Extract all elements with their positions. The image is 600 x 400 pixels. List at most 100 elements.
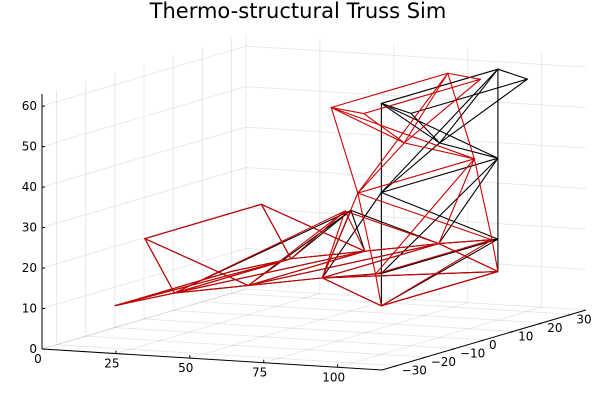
y-tick-label: −10 <box>460 347 485 361</box>
truss-member <box>363 78 481 115</box>
y-grid-line-floor <box>173 310 514 332</box>
tick-layer: 0 25 50 75 100 −30 −20 −10 0 10 20 30 0 10 20 30 40 50 60 <box>22 99 592 384</box>
y-grid-line-floor <box>114 327 455 349</box>
truss-member <box>380 102 412 114</box>
truss-member <box>364 243 440 252</box>
truss-member <box>330 72 449 109</box>
z-tick-label: 10 <box>22 302 37 316</box>
y-grid-line-floor <box>143 318 485 341</box>
y-grid-line-floor <box>231 292 572 315</box>
y-tick-label: 30 <box>576 312 591 326</box>
truss-member <box>330 106 475 160</box>
x-grid-line-floor <box>41 288 247 350</box>
truss-member <box>491 239 499 273</box>
truss-member <box>380 102 499 159</box>
truss-member <box>439 68 499 144</box>
truss-member <box>321 210 346 279</box>
truss-member <box>439 142 499 159</box>
axis-layer <box>41 94 587 371</box>
truss-member <box>350 209 366 252</box>
truss-member <box>247 210 346 287</box>
z-grid-line-side <box>41 288 247 350</box>
truss-member <box>380 270 499 307</box>
truss-member <box>330 106 405 144</box>
truss-member <box>173 210 346 294</box>
truss-member <box>344 210 366 252</box>
truss-member <box>473 158 493 241</box>
y-tick-label: 0 <box>489 338 497 352</box>
x-axis-line <box>41 348 383 371</box>
y-tick-label: 10 <box>518 329 533 343</box>
z-grid-line-back <box>245 248 587 270</box>
z-grid-line-side <box>41 167 247 228</box>
truss-member <box>374 239 493 275</box>
truss-member <box>357 158 475 194</box>
truss-member <box>380 239 493 307</box>
truss-member <box>344 210 440 245</box>
z-grid-line-side <box>41 126 247 188</box>
truss-member <box>173 250 366 294</box>
y-tick-mark <box>539 322 543 325</box>
truss-member <box>290 209 352 260</box>
z-grid-line-back <box>245 167 587 189</box>
truss-member <box>290 250 366 260</box>
y-tick-label: −30 <box>402 364 427 378</box>
x-grid-line-floor <box>337 306 542 368</box>
z-tick-label: 60 <box>22 99 37 113</box>
truss-member <box>410 78 529 114</box>
z-grid-line-back <box>245 86 587 109</box>
truss-member <box>260 203 292 260</box>
truss-member <box>144 203 262 240</box>
z-tick-label: 20 <box>22 261 37 275</box>
z-grid-line-side <box>41 86 247 148</box>
z-grid-line-back <box>245 288 587 311</box>
grid-layer <box>41 34 587 368</box>
truss-member <box>114 258 292 307</box>
z-tick-label: 0 <box>29 342 37 356</box>
z-tick-label: 30 <box>22 221 37 235</box>
truss-member <box>144 238 249 287</box>
truss-member <box>380 142 441 194</box>
truss-member <box>403 142 475 160</box>
x-tick-label: 25 <box>104 357 119 371</box>
truss-member <box>247 277 323 287</box>
truss-member <box>357 192 377 275</box>
x-grid-line-floor <box>115 293 321 354</box>
y-grid-line-floor <box>56 344 397 367</box>
truss-member <box>321 191 382 279</box>
z-grid-line-side <box>41 207 247 269</box>
y-tick-label: 20 <box>547 321 562 335</box>
y-tick-mark <box>568 313 572 316</box>
truss-member <box>144 238 175 294</box>
truss-member <box>380 238 499 275</box>
truss-member <box>438 243 499 273</box>
truss-member <box>321 273 377 279</box>
truss-member <box>380 157 499 194</box>
truss-member <box>357 192 493 241</box>
y-tick-mark <box>422 356 426 359</box>
y-grid-line-floor <box>85 335 426 358</box>
y-grid-line-floor <box>202 301 543 324</box>
truss-member <box>403 78 481 144</box>
truss-member <box>410 112 441 144</box>
x-tick-label: 100 <box>322 370 345 384</box>
y-tick-mark <box>509 330 514 333</box>
truss-member <box>439 78 529 144</box>
truss-member <box>321 270 499 279</box>
y-tick-mark <box>393 365 397 368</box>
truss-member <box>363 113 405 144</box>
truss-series-1 <box>114 72 499 307</box>
truss-member <box>173 284 249 294</box>
truss-member <box>374 273 382 307</box>
y-tick-label: −20 <box>431 355 456 369</box>
truss-member <box>497 68 529 80</box>
truss-member <box>380 191 499 240</box>
truss-member <box>290 210 346 260</box>
y-tick-mark <box>451 348 456 351</box>
truss-member <box>357 142 405 194</box>
y-tick-mark <box>480 339 485 342</box>
truss-member <box>438 158 475 245</box>
truss-member <box>321 277 382 307</box>
z-grid-line-side <box>41 248 247 309</box>
